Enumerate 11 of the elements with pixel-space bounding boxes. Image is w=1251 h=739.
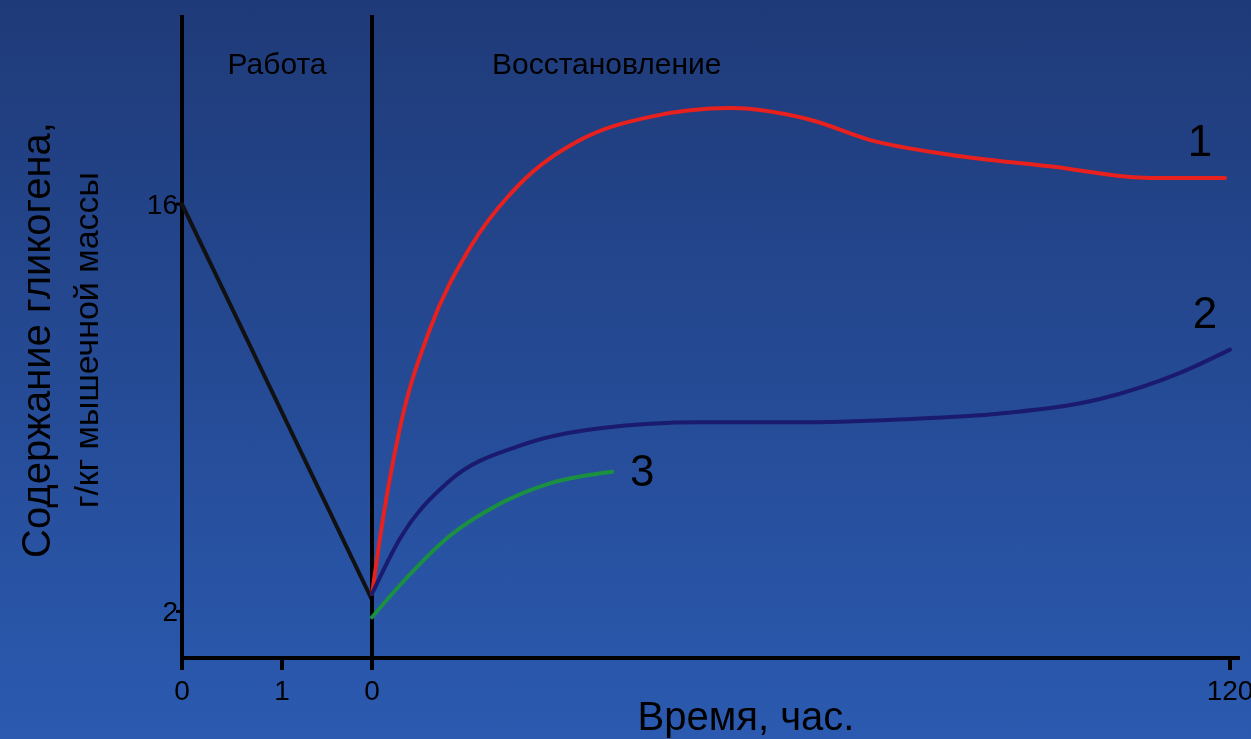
x-tick-label: 0 bbox=[364, 675, 380, 706]
series-label: 2 bbox=[1192, 287, 1218, 337]
y-axis-title: Содержание гликогена, г/кг мышечной массы bbox=[14, 122, 105, 558]
x-tick-label: 0 bbox=[174, 675, 190, 706]
y-tick-label: 16 bbox=[146, 189, 178, 221]
series-label: 3 bbox=[630, 445, 655, 495]
text: Работа bbox=[227, 47, 327, 80]
series-label: 1 bbox=[1187, 115, 1213, 165]
text: Восстановление bbox=[492, 47, 722, 80]
x-tick-label: 1 bbox=[274, 675, 290, 706]
x-axis-title: Время, час. bbox=[637, 694, 855, 738]
